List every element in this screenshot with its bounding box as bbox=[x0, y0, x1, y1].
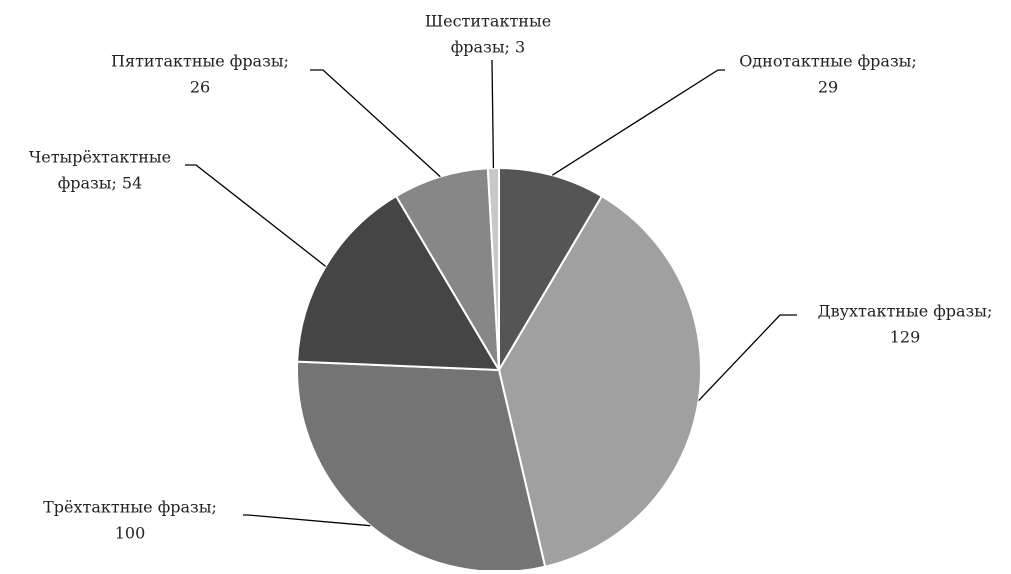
pie-slice bbox=[486, 166, 500, 371]
leader-line bbox=[185, 164, 327, 267]
data-label: Четырёхтактные bbox=[29, 148, 171, 167]
leader-line bbox=[310, 69, 441, 178]
leader-line bbox=[551, 69, 725, 176]
data-label: фразы; 54 bbox=[58, 174, 143, 193]
leader-line bbox=[491, 59, 495, 169]
data-label: Пятитактные фразы; bbox=[111, 52, 289, 71]
data-label: Однотактные фразы; bbox=[739, 52, 917, 71]
data-label: 29 bbox=[818, 78, 838, 97]
data-label: Двухтактные фразы; bbox=[818, 302, 993, 321]
leader-line bbox=[243, 514, 371, 527]
pie-slice bbox=[497, 194, 702, 568]
data-label: Шеститактные bbox=[425, 12, 551, 31]
pie-slice bbox=[394, 167, 500, 371]
pie-slice bbox=[498, 166, 604, 374]
pie-slice bbox=[296, 194, 501, 372]
data-label: Трёхтактные фразы; bbox=[43, 498, 217, 517]
data-label: 26 bbox=[190, 78, 210, 97]
data-label: 100 bbox=[115, 524, 146, 543]
data-label: фразы; 3 bbox=[451, 38, 525, 57]
leader-line bbox=[698, 314, 797, 402]
data-label: 129 bbox=[890, 328, 921, 347]
